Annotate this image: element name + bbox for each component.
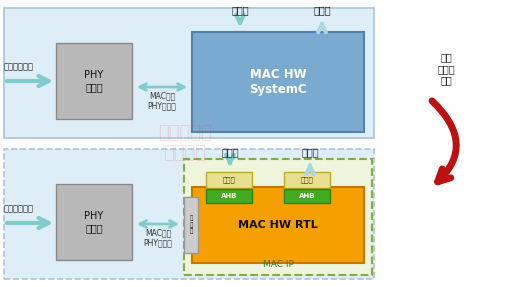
- Bar: [206, 189, 252, 203]
- Bar: [184, 159, 372, 275]
- Text: 测试向量注入: 测试向量注入: [4, 62, 34, 71]
- Text: 从信道: 从信道: [231, 5, 249, 15]
- FancyArrowPatch shape: [140, 84, 184, 90]
- Text: AHB: AHB: [221, 193, 237, 199]
- Text: 电子工程师
版权所有: 电子工程师 版权所有: [158, 124, 212, 162]
- Text: PHY
仿真器: PHY 仿真器: [84, 70, 103, 92]
- Bar: [56, 184, 132, 260]
- FancyArrowPatch shape: [226, 155, 234, 163]
- Text: AHB: AHB: [299, 193, 315, 199]
- Text: 适配器: 适配器: [301, 177, 313, 183]
- Bar: [206, 172, 252, 188]
- Text: 插入
系统级
平台: 插入 系统级 平台: [437, 53, 455, 86]
- Text: MAC IP: MAC IP: [263, 260, 293, 269]
- Text: MAC层与
PHY层接口: MAC层与 PHY层接口: [143, 228, 173, 247]
- Text: 反
馈
器: 反 馈 器: [189, 216, 193, 234]
- Bar: [4, 8, 374, 138]
- FancyArrowPatch shape: [432, 101, 456, 182]
- Bar: [192, 32, 364, 132]
- Text: MAC层与
PHY层接口: MAC层与 PHY层接口: [147, 91, 177, 110]
- Bar: [4, 149, 374, 279]
- Bar: [184, 197, 198, 253]
- Bar: [56, 43, 132, 119]
- FancyArrowPatch shape: [306, 166, 314, 174]
- Text: 主信道: 主信道: [301, 147, 319, 157]
- Bar: [284, 172, 330, 188]
- Text: MAC HW
SystemC: MAC HW SystemC: [249, 68, 307, 96]
- Text: 主信道: 主信道: [313, 5, 331, 15]
- Text: MAC HW RTL: MAC HW RTL: [238, 220, 318, 230]
- FancyArrowPatch shape: [318, 24, 326, 32]
- Text: 测试向量注入: 测试向量注入: [4, 204, 34, 213]
- FancyArrowPatch shape: [236, 15, 244, 23]
- Text: 从信道: 从信道: [221, 147, 239, 157]
- Bar: [284, 189, 330, 203]
- Bar: [192, 187, 364, 263]
- Text: PHY
仿真器: PHY 仿真器: [84, 211, 103, 233]
- Text: 适配器: 适配器: [223, 177, 236, 183]
- FancyArrowPatch shape: [140, 221, 176, 227]
